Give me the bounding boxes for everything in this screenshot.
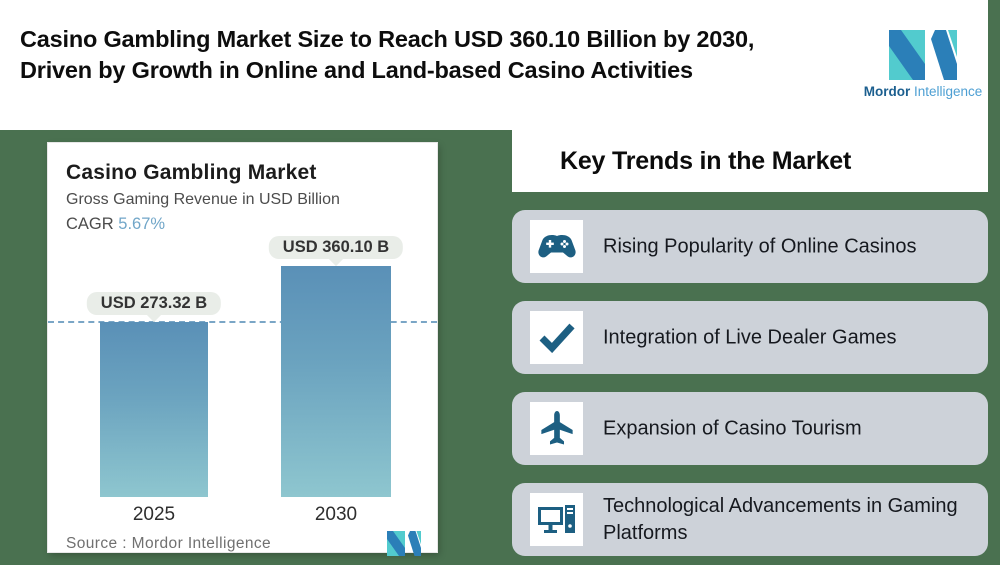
icon-tile [530,311,583,364]
trend-label: Technological Advancements in Gaming Pla… [603,494,958,544]
x-tick-2030: 2030 [314,504,358,525]
icon-tile [530,220,583,273]
chart-subtitle: Gross Gaming Revenue in USD Billion [66,191,340,208]
brand-name-bold: Mordor [863,83,911,99]
checkmark-icon [539,323,575,353]
bar-chart: USD 273.32 B 2025 USD 360.10 B 2030 [48,143,437,552]
computer-icon [537,504,575,533]
bar-value-label: USD 360.10 B [268,236,404,259]
gamepad-icon [537,235,576,258]
brand-name-light: Intelligence [913,83,983,99]
icon-tile [530,402,583,455]
airplane-icon [540,410,573,445]
brand-logo: Mordor Intelligence [858,0,988,128]
mordor-logo-small-icon [387,531,421,556]
source-text: Source : Mordor Intelligence [66,534,272,552]
page-title-line1: Casino Gambling Market Size to Reach USD… [20,26,755,52]
bar-2025 [100,322,208,497]
trend-row-online-casinos: Rising Popularity of Online Casinos [512,210,988,283]
icon-tile [530,493,583,546]
reference-dashed-line [48,321,437,323]
key-trends-heading: Key Trends in the Market [560,146,852,175]
source-row: Source : Mordor Intelligence [66,531,421,556]
cagr-label: CAGR [66,215,114,233]
mordor-logo-icon [889,29,957,80]
chart-card: Casino Gambling Market Gross Gaming Reve… [48,143,437,556]
chart-title: Casino Gambling Market [66,161,317,184]
trend-label: Expansion of Casino Tourism [603,417,862,439]
bar-value-label: USD 273.32 B [86,292,222,315]
trend-label: Rising Popularity of Online Casinos [603,235,917,257]
page-title: Casino Gambling Market Size to Reach USD… [20,24,855,86]
header-banner: Casino Gambling Market Size to Reach USD… [0,0,988,130]
brand-logo-text: Mordor Intelligence [864,84,983,99]
trend-label: Integration of Live Dealer Games [603,326,897,348]
trend-row-casino-tourism: Expansion of Casino Tourism [512,392,988,465]
chart-cagr: CAGR 5.67% [66,215,165,234]
cagr-value: 5.67% [118,215,166,233]
key-trends-plate: Key Trends in the Market [512,130,988,192]
trend-row-tech-advancements: Technological Advancements in Gaming Pla… [512,483,988,556]
trend-row-live-dealer: Integration of Live Dealer Games [512,301,988,374]
x-tick-2025: 2025 [132,504,176,525]
page-title-line2: Driven by Growth in Online and Land-base… [20,57,693,83]
bar-2030 [281,266,391,497]
